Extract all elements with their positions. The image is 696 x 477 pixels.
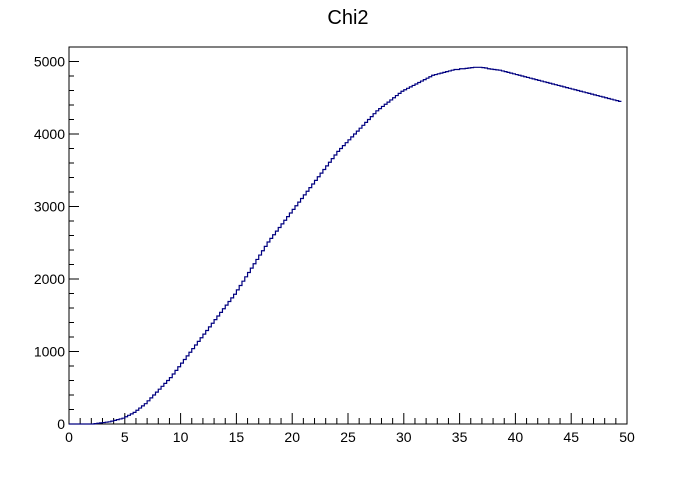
x-tick-label: 0 — [65, 429, 73, 445]
histogram-series — [69, 66, 622, 425]
y-tick-label: 5000 — [34, 54, 65, 70]
x-tick-label: 5 — [121, 429, 129, 445]
x-tick-label: 15 — [229, 429, 245, 445]
histogram-step-line — [69, 66, 622, 425]
x-tick-label: 45 — [563, 429, 579, 445]
y-axis: 0 1000 2000 3000 4000 5000 — [34, 46, 79, 432]
y-tick-label: 4000 — [34, 126, 65, 142]
x-tick-label: 30 — [396, 429, 412, 445]
chart-title: Chi2 — [327, 7, 368, 29]
y-tick-label: 1000 — [34, 344, 65, 360]
x-tick-label: 25 — [340, 429, 356, 445]
y-tick-label: 2000 — [34, 271, 65, 287]
x-tick-label: 50 — [619, 429, 635, 445]
x-axis: 0 5 10 15 20 25 30 35 40 45 50 — [65, 413, 635, 445]
x-tick-label: 20 — [284, 429, 300, 445]
x-tick-label: 40 — [508, 429, 524, 445]
x-tick-label: 10 — [173, 429, 189, 445]
y-tick-label: 0 — [57, 416, 65, 432]
y-tick-label: 3000 — [34, 199, 65, 215]
x-tick-label: 35 — [452, 429, 468, 445]
